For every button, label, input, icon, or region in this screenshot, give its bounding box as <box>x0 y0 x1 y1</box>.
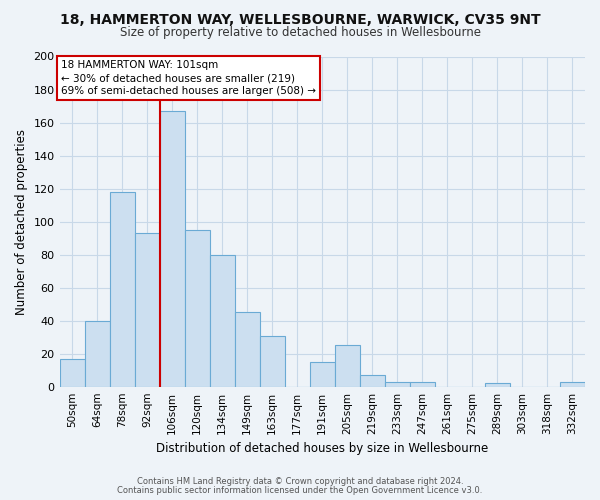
Text: Size of property relative to detached houses in Wellesbourne: Size of property relative to detached ho… <box>119 26 481 39</box>
Bar <box>335 346 360 387</box>
Text: 18 HAMMERTON WAY: 101sqm
← 30% of detached houses are smaller (219)
69% of semi-: 18 HAMMERTON WAY: 101sqm ← 30% of detach… <box>61 60 316 96</box>
Bar <box>485 384 510 386</box>
Bar <box>385 382 410 386</box>
X-axis label: Distribution of detached houses by size in Wellesbourne: Distribution of detached houses by size … <box>156 442 488 455</box>
Bar <box>235 312 260 386</box>
Bar <box>360 375 385 386</box>
Bar <box>110 192 134 386</box>
Text: Contains public sector information licensed under the Open Government Licence v3: Contains public sector information licen… <box>118 486 482 495</box>
Bar <box>134 233 160 386</box>
Text: 18, HAMMERTON WAY, WELLESBOURNE, WARWICK, CV35 9NT: 18, HAMMERTON WAY, WELLESBOURNE, WARWICK… <box>59 12 541 26</box>
Bar <box>185 230 209 386</box>
Bar <box>260 336 285 386</box>
Y-axis label: Number of detached properties: Number of detached properties <box>15 128 28 314</box>
Bar <box>560 382 585 386</box>
Bar <box>85 320 110 386</box>
Bar <box>209 254 235 386</box>
Bar <box>160 111 185 386</box>
Bar <box>410 382 435 386</box>
Bar <box>59 358 85 386</box>
Text: Contains HM Land Registry data © Crown copyright and database right 2024.: Contains HM Land Registry data © Crown c… <box>137 477 463 486</box>
Bar <box>310 362 335 386</box>
